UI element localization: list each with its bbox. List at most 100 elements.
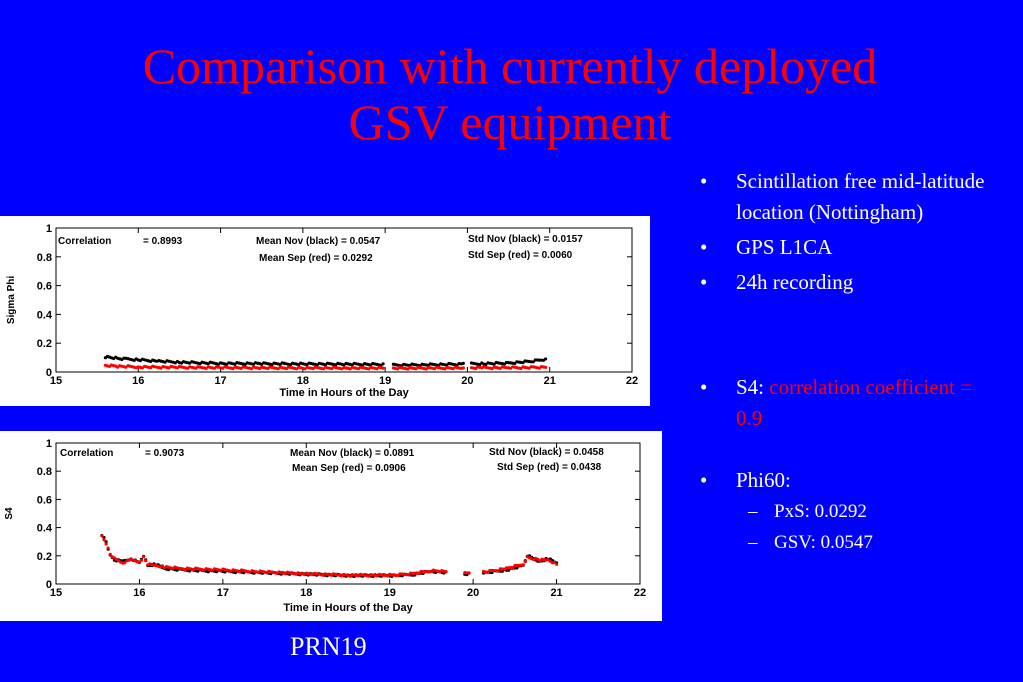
y-axis-label: S4 — [4, 507, 15, 520]
y-tick-label: 1 — [46, 223, 52, 235]
stat-annotation: Mean Sep (red) = 0.0292 — [259, 253, 373, 264]
data-point — [104, 542, 108, 546]
bullet-glyph: • — [700, 169, 708, 193]
x-tick-label: 16 — [133, 587, 145, 599]
x-tick-label: 20 — [467, 587, 479, 599]
data-point — [123, 561, 127, 565]
y-tick-label: 0.6 — [37, 494, 52, 506]
bullet-item-s4: • S4: correlation coefficient = 0.9 — [700, 372, 1000, 434]
stat-annotation: Mean Nov (black) = 0.0547 — [256, 236, 381, 247]
data-point — [507, 568, 511, 572]
stat-annotation: Correlation — [58, 236, 111, 247]
data-point — [515, 566, 519, 570]
bullet-text-recording: 24h recording — [736, 270, 854, 294]
data-point — [444, 570, 448, 574]
plot-area — [55, 227, 633, 373]
data-point — [523, 560, 527, 564]
data-point — [102, 538, 106, 542]
data-point — [160, 564, 164, 568]
x-tick-label: 21 — [544, 375, 556, 387]
caption-prn: PRN19 — [290, 632, 367, 661]
stat-annotation: Std Sep (red) = 0.0438 — [497, 462, 602, 473]
y-axis-label: Sigma Phi — [6, 276, 17, 325]
bullet-item: • Scintillation free mid-latitude locatio… — [700, 166, 1000, 228]
sub-bullet-pxs-text: PxS: 0.0292 — [774, 501, 867, 522]
x-tick-label: 15 — [50, 375, 62, 387]
data-point — [144, 559, 148, 563]
s4-chart-panel: 15 16 17 18 19 20 21 22 0 0.2 0.4 0.6 0.8 1 Time in Ho… — [0, 431, 662, 621]
data-point — [461, 366, 465, 370]
data-point — [381, 362, 385, 366]
data-point — [486, 570, 490, 574]
bullet-item-phi: • Phi60: — [700, 465, 1000, 496]
bullet-text-signal: GPS L1CA — [736, 235, 833, 259]
stat-annotation: Std Nov (black) = 0.0157 — [468, 234, 583, 245]
x-tick-label: 17 — [217, 587, 229, 599]
data-point — [544, 365, 548, 369]
data-point — [552, 560, 557, 564]
data-point — [544, 357, 548, 361]
x-tick-label: 17 — [214, 375, 226, 387]
y-tick-label: 0 — [46, 579, 52, 591]
slide-title-line-1: Comparison with currently deployed — [142, 38, 878, 94]
x-axis-label: Time in Hours of the Day — [283, 602, 413, 614]
stat-annotation: Std Sep (red) = 0.0060 — [468, 250, 573, 261]
stat-annotation: Mean Sep (red) = 0.0906 — [292, 463, 406, 474]
x-tick-label: 16 — [132, 375, 144, 387]
x-tick-label: 21 — [550, 587, 562, 599]
data-point — [381, 366, 385, 370]
data-point — [417, 571, 421, 575]
x-tick-label: 22 — [626, 375, 638, 387]
bullet-glyph: • — [700, 375, 708, 399]
y-tick-label: 0.4 — [37, 523, 53, 535]
data-point — [555, 562, 559, 566]
bullet-glyph: • — [700, 235, 708, 259]
bullet-item: • 24h recording — [700, 267, 1000, 298]
data-point — [461, 361, 465, 365]
bullet-glyph: • — [700, 468, 708, 492]
phi-label: Phi60: — [736, 468, 791, 492]
data-point — [142, 555, 146, 559]
data-point — [500, 569, 504, 573]
data-point — [104, 540, 108, 544]
s4-prefix: S4: — [736, 375, 770, 399]
y-tick-label: 0 — [46, 367, 52, 379]
x-tick-label: 18 — [300, 587, 312, 599]
y-tick-label: 0.4 — [37, 309, 53, 321]
stat-annotation: = 0.8993 — [143, 236, 183, 247]
sigma-phi-chart: 15 16 17 18 19 20 21 22 0 0.2 0.4 0.6 0.8 1 Time in Ho… — [6, 223, 638, 399]
data-point — [106, 546, 110, 550]
x-tick-label: 22 — [634, 587, 646, 599]
sub-bullet-pxs: – PxS: 0.0292 — [700, 496, 1000, 527]
sub-bullet-gsv-text: GSV: 0.0547 — [774, 532, 873, 553]
y-tick-label: 0.8 — [37, 252, 52, 264]
data-point — [511, 565, 515, 570]
y-tick-label: 1 — [46, 438, 52, 450]
data-point — [467, 571, 471, 575]
bullet-item: • GPS L1CA — [700, 232, 1000, 263]
data-point — [496, 569, 500, 573]
y-tick-label: 0.6 — [37, 281, 52, 293]
dash-glyph: – — [748, 501, 758, 522]
x-tick-label: 19 — [384, 587, 396, 599]
x-tick-label: 19 — [379, 375, 391, 387]
black-series — [103, 354, 548, 368]
stat-annotation: = 0.9073 — [145, 448, 185, 459]
stat-annotation: Correlation — [60, 448, 113, 459]
x-tick-label: 18 — [297, 375, 309, 387]
data-point — [108, 552, 112, 556]
dash-glyph: – — [748, 532, 758, 553]
stat-annotation: Std Nov (black) = 0.0458 — [489, 447, 604, 458]
s4-correlation-highlight: correlation coefficient = 0.9 — [736, 375, 972, 430]
x-axis-label: Time in Hours of the Day — [279, 387, 409, 399]
x-tick-label: 20 — [461, 375, 473, 387]
slide-title-line-2: GSV equipment — [348, 94, 672, 150]
data-point — [100, 534, 104, 538]
y-tick-label: 0.2 — [37, 338, 52, 350]
data-point — [521, 563, 525, 567]
bullet-text-location: Scintillation free mid-latitude location… — [736, 169, 985, 224]
bullet-list: • Scintillation free mid-latitude locatio… — [700, 166, 1000, 558]
s4-chart: 15 16 17 18 19 20 21 22 0 0.2 0.4 0.6 0.8 1 Time in Ho… — [4, 438, 646, 614]
sub-bullet-gsv: – GSV: 0.0547 — [700, 527, 1000, 558]
y-tick-label: 0.8 — [37, 466, 52, 478]
